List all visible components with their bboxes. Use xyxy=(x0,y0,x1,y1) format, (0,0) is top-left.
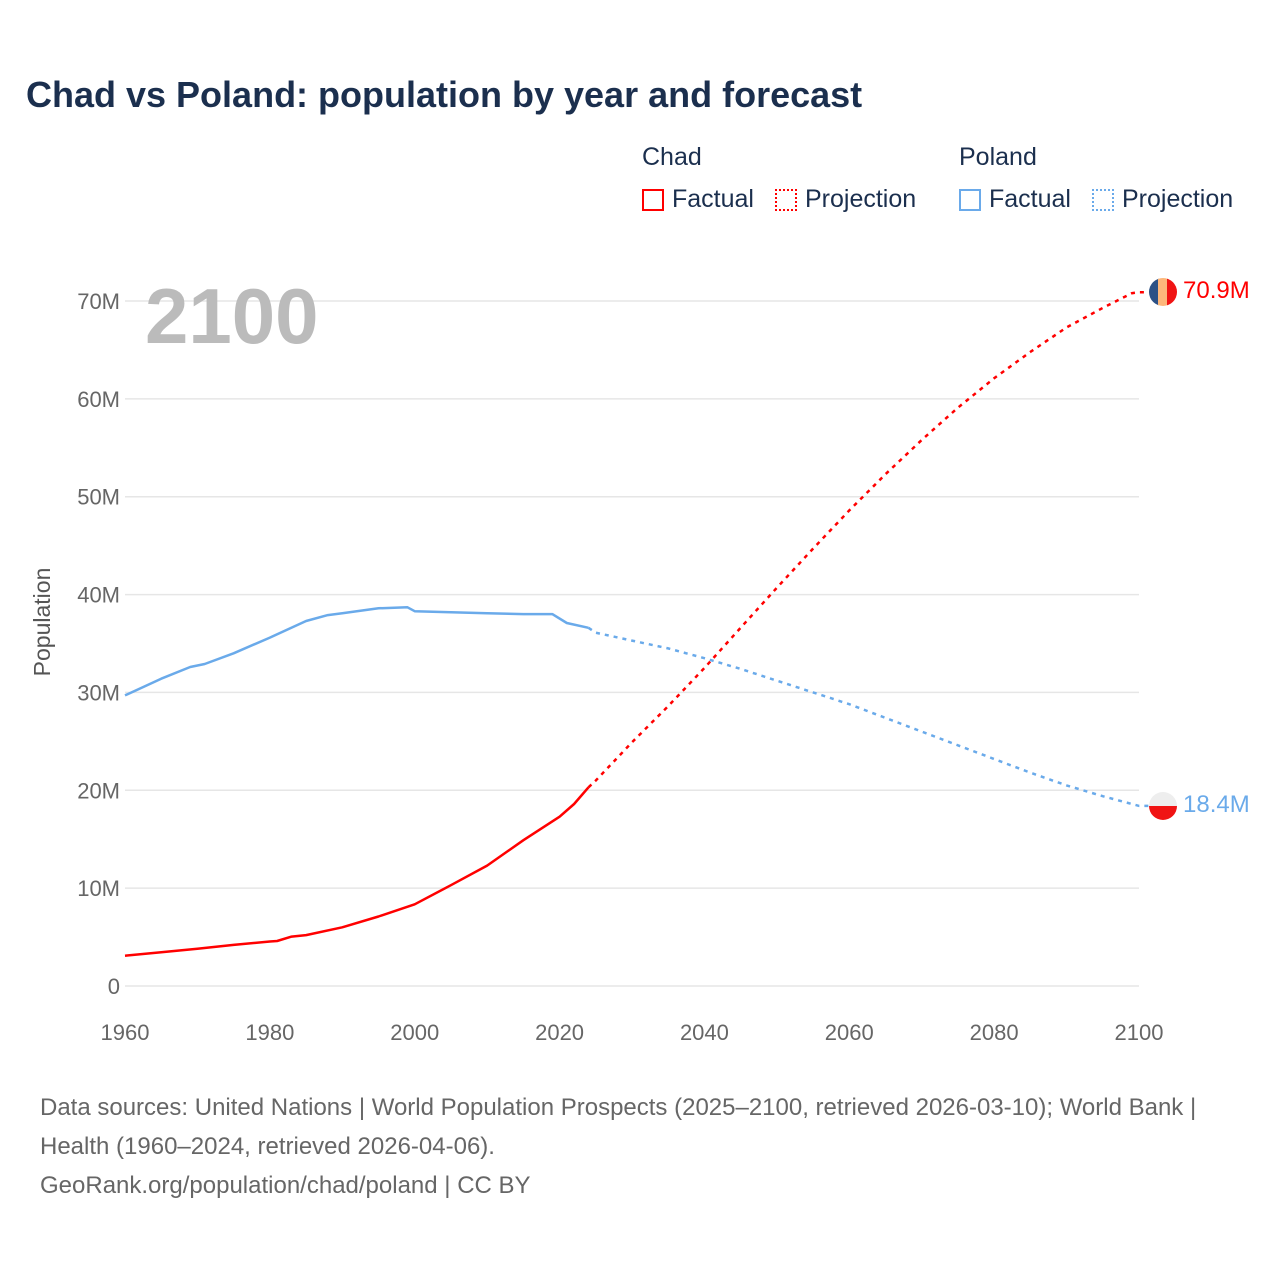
x-tick-label: 1960 xyxy=(101,1020,150,1045)
x-tick-label: 2000 xyxy=(390,1020,439,1045)
chad-projection-line xyxy=(587,290,1149,789)
footer: Data sources: United Nations | World Pop… xyxy=(40,1088,1240,1205)
x-tick-label: 2060 xyxy=(825,1020,874,1045)
legend-swatch-solid xyxy=(959,188,981,211)
y-tick-label: 60M xyxy=(77,387,120,412)
y-axis-label: Population xyxy=(29,568,55,677)
x-tick-label: 2080 xyxy=(970,1020,1019,1045)
legend-poland-factual[interactable]: Factual xyxy=(959,185,1071,214)
legend-group-poland: Poland xyxy=(959,143,1037,171)
y-tick-label: 10M xyxy=(77,876,120,901)
legend-poland-projection[interactable]: Projection xyxy=(1092,185,1233,214)
current-year-watermark: 2100 xyxy=(145,272,319,360)
y-tick-label: 70M xyxy=(77,289,120,314)
x-tick-label: 2040 xyxy=(680,1020,729,1045)
poland-projection-line xyxy=(587,626,1149,808)
legend-chad-factual[interactable]: Factual xyxy=(642,185,754,214)
credit-link[interactable]: GeoRank.org/population/chad/poland | CC … xyxy=(40,1172,531,1199)
x-tick-label: 2020 xyxy=(535,1020,584,1045)
poland-flag-icon xyxy=(1149,792,1177,820)
y-tick-label: 0 xyxy=(108,974,120,999)
x-tick-label: 2100 xyxy=(1115,1020,1164,1045)
legend-swatch-dotted xyxy=(1092,188,1114,211)
legend-label: Factual xyxy=(672,185,754,213)
chad-factual-line xyxy=(124,786,590,957)
legend-swatch-solid xyxy=(642,188,664,211)
legend-chad-projection[interactable]: Projection xyxy=(775,185,916,214)
y-tick-label: 20M xyxy=(77,778,120,803)
legend-swatch-dotted xyxy=(775,188,797,211)
y-tick-label: 30M xyxy=(77,680,120,705)
x-tick-label: 1980 xyxy=(245,1020,294,1045)
chart-title: Chad vs Poland: population by year and f… xyxy=(26,74,863,115)
poland-end-label: 18.4M xyxy=(1183,791,1250,818)
legend-group-chad: Chad xyxy=(642,143,702,171)
y-tick-label: 40M xyxy=(77,583,120,608)
legend-label: Factual xyxy=(989,185,1071,213)
poland-factual-line xyxy=(124,606,589,697)
chad-flag-icon xyxy=(1149,278,1177,306)
y-tick-label: 50M xyxy=(77,485,120,510)
data-sources: Data sources: United Nations | World Pop… xyxy=(40,1094,1197,1160)
legend-label: Projection xyxy=(805,185,917,213)
chad-end-label: 70.9M xyxy=(1183,277,1250,304)
legend-label: Projection xyxy=(1122,185,1234,213)
